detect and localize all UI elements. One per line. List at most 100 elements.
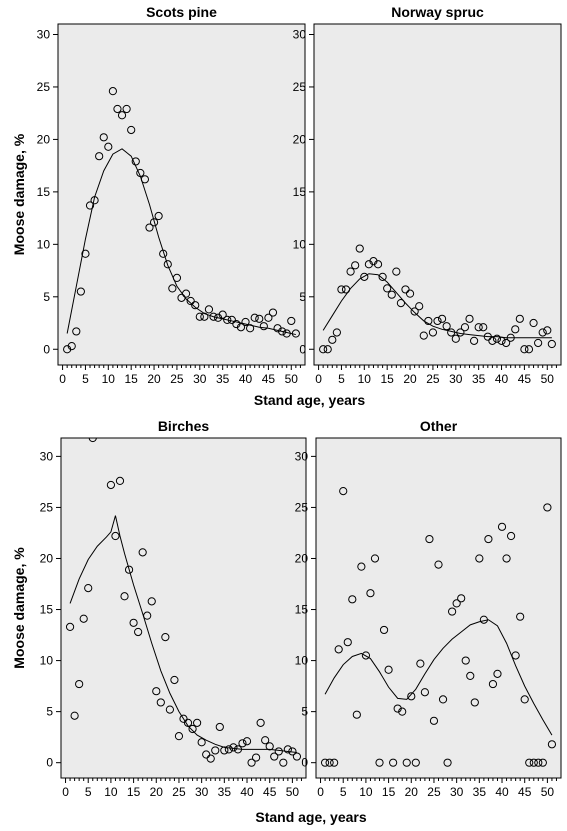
x-tick-label: 40 [495, 785, 509, 799]
data-point [259, 322, 268, 331]
data-point [183, 718, 193, 727]
y-tick-label: 25 [37, 80, 51, 94]
data-point [291, 329, 300, 338]
x-tick-label: 30 [449, 372, 463, 386]
data-point [129, 618, 138, 627]
y-tick-label: 10 [295, 654, 309, 668]
data-point [200, 312, 209, 321]
y-axis-title: Moose damage, % [11, 133, 27, 255]
data-point [396, 299, 406, 308]
y-tick-label: 0 [46, 756, 53, 770]
data-point [493, 669, 502, 678]
y-tick-label: 5 [301, 705, 308, 719]
x-tick-label: 20 [147, 372, 161, 386]
data-point [165, 705, 174, 714]
x-tick-label: 45 [263, 785, 277, 799]
data-point [479, 323, 488, 332]
y-tick-label: 0 [299, 342, 306, 356]
data-point [197, 738, 206, 747]
data-point [191, 301, 200, 310]
data-point [479, 615, 488, 624]
data-point [361, 651, 371, 660]
data-point [529, 758, 538, 767]
data-point [419, 331, 428, 340]
data-point [547, 740, 557, 749]
data-point [147, 597, 156, 606]
data-point [352, 710, 361, 719]
data-point [469, 336, 479, 345]
x-tick-label: 5 [82, 372, 89, 386]
data-point [149, 218, 159, 227]
data-point [506, 531, 516, 541]
data-point [223, 315, 232, 324]
data-point [134, 627, 143, 637]
data-point [163, 260, 172, 269]
data-point [319, 345, 328, 354]
data-point [268, 308, 278, 317]
x-tick-label: 40 [495, 372, 509, 386]
data-point [106, 480, 116, 490]
data-point [145, 223, 154, 232]
data-point [488, 336, 497, 345]
data-point [337, 285, 346, 294]
data-point [373, 260, 383, 269]
data-point [122, 104, 131, 114]
y-tick-label: 25 [293, 80, 307, 94]
y-tick-label: 15 [295, 603, 309, 617]
data-point [461, 656, 470, 665]
data-point [85, 201, 95, 210]
data-point [143, 611, 152, 620]
data-point [529, 318, 538, 328]
data-point [172, 273, 182, 283]
data-point [387, 290, 396, 299]
data-point [168, 284, 177, 293]
data-point [425, 534, 434, 544]
data-point [67, 342, 76, 351]
x-tick-label: 35 [473, 785, 487, 799]
x-tick-label: 5 [340, 785, 347, 799]
data-point [256, 718, 265, 727]
data-point [410, 307, 419, 316]
y-tick-label: 30 [40, 449, 54, 463]
data-point [117, 111, 127, 120]
data-point [506, 333, 515, 342]
data-point [360, 272, 369, 281]
x-tick-label: 35 [218, 785, 232, 799]
y-tick-label: 10 [293, 237, 307, 251]
data-point [265, 742, 274, 751]
x-tick-label: 25 [426, 372, 440, 386]
data-point [236, 323, 246, 332]
data-point [242, 737, 252, 746]
data-point [351, 261, 360, 270]
x-tick-label: 25 [170, 372, 184, 386]
x-tick-label: 35 [216, 372, 230, 386]
x-tick-label: 0 [315, 372, 322, 386]
data-point [90, 196, 99, 205]
x-tick-label: 25 [172, 785, 186, 799]
data-point [154, 211, 163, 221]
fit-line [66, 148, 296, 336]
data-point [292, 752, 302, 761]
data-point [434, 560, 443, 569]
x-tick-label: 0 [317, 785, 324, 799]
data-point [84, 583, 93, 593]
data-point [348, 595, 357, 604]
data-point [415, 302, 424, 311]
x-tick-label: 15 [125, 372, 139, 386]
data-point [538, 758, 547, 767]
x-tick-label: 20 [150, 785, 164, 799]
data-point [429, 716, 439, 725]
y-tick-label: 5 [46, 705, 53, 719]
data-point [330, 758, 339, 767]
data-point [179, 714, 188, 723]
data-point [456, 328, 465, 337]
y-tick-label: 10 [37, 237, 51, 251]
data-point [355, 244, 364, 253]
data-point [502, 554, 511, 563]
data-point [88, 438, 97, 443]
data-point [460, 323, 470, 332]
data-point [81, 249, 90, 258]
y-tick-label: 0 [301, 756, 308, 770]
x-tick-label: 40 [240, 785, 254, 799]
data-point [437, 314, 447, 323]
